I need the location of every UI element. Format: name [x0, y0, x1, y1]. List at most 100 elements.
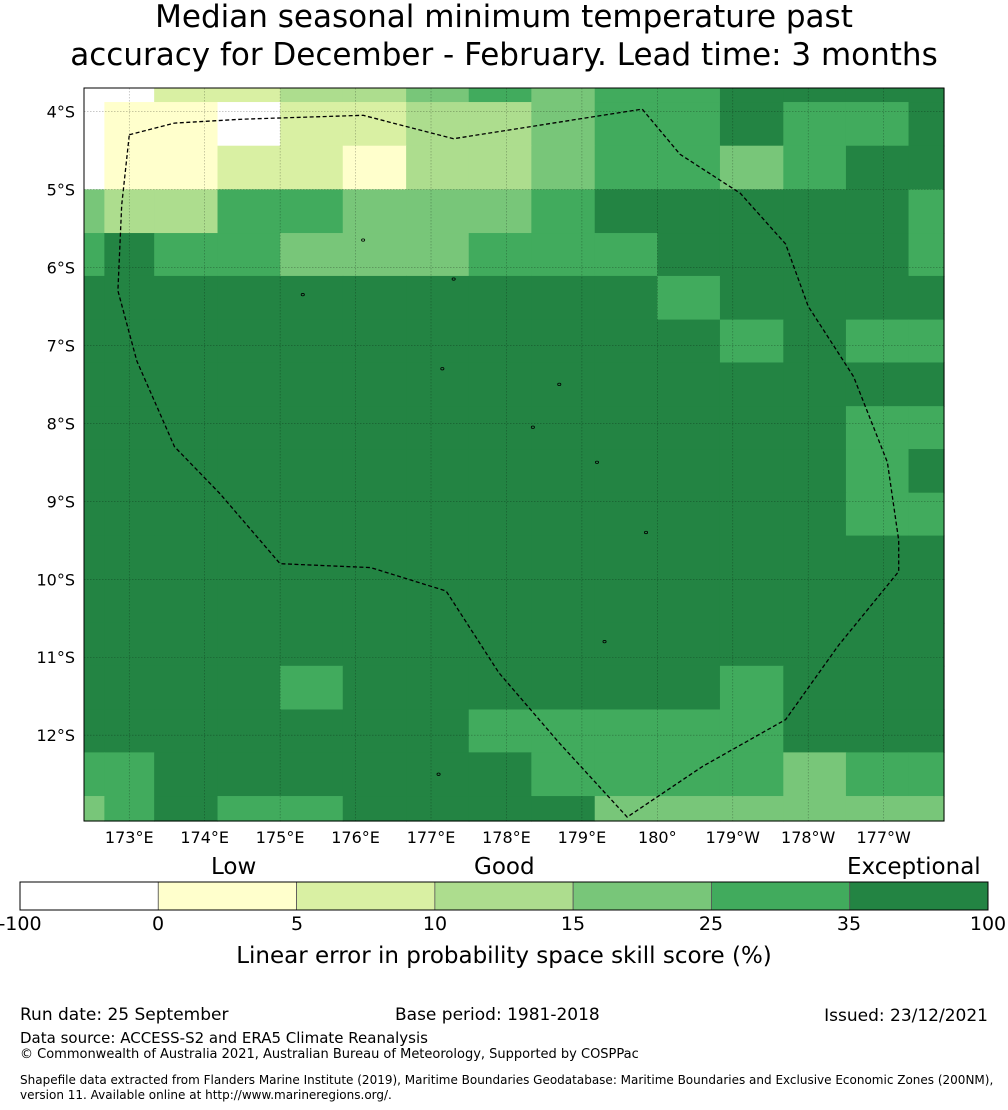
grid-cell: [719, 406, 784, 450]
island: [361, 238, 366, 242]
grid-cell: [84, 622, 105, 667]
island: [594, 460, 599, 464]
island: [451, 277, 456, 281]
grid-cell: [783, 88, 847, 103]
grid-cell: [104, 709, 155, 753]
grid-cell: [104, 449, 155, 494]
grid-cell: [908, 319, 945, 364]
grid-cell: [154, 88, 219, 103]
colorbar-segment: [157, 881, 297, 911]
grid-cell: [594, 362, 658, 407]
grid-cell: [154, 275, 219, 321]
grid-cell: [217, 449, 281, 494]
grid-cell: [280, 579, 344, 624]
island: [530, 425, 535, 429]
grid-cell: [783, 275, 847, 321]
grid-cell: [406, 406, 470, 450]
grid-cell: [280, 189, 344, 234]
grid-cell: [845, 145, 910, 190]
grid-cell: [719, 449, 784, 494]
grid-cell: [845, 709, 910, 753]
grid-cell: [845, 275, 910, 321]
colorbar-segment: [296, 881, 436, 911]
latitude-labels: 4°S 5°S 6°S 7°S 8°S 9°S 10°S 11°S 12°S: [36, 102, 75, 745]
skill-map: 4°S 5°S 6°S 7°S 8°S 9°S 10°S 11°S 12°S 173°E 174°…: [19, 87, 989, 911]
grid-cell: [280, 449, 344, 494]
island: [436, 772, 441, 776]
grid-cell: [719, 535, 784, 580]
grid-cell: [657, 88, 721, 103]
grid-cell: [783, 362, 847, 407]
grid-cell: [84, 189, 105, 234]
grid-cell: [657, 535, 721, 580]
grid-cell: [594, 189, 658, 234]
grid-cell: [154, 796, 219, 822]
grid-cell: [342, 406, 407, 450]
grid-cell: [719, 233, 784, 277]
latitude-label: 8°S: [47, 414, 75, 433]
grid-cell: [845, 233, 910, 277]
grid-cell: [657, 449, 721, 494]
colorbar-title: Linear error in probability space skill …: [236, 943, 772, 969]
grid-cell: [657, 145, 721, 190]
grid-cell: [531, 622, 596, 667]
grid-cell: [84, 492, 105, 537]
longitude-label: 179°E: [558, 828, 607, 847]
colorbar-segment: [849, 881, 989, 911]
colorbar-tick: 10: [422, 913, 448, 935]
grid-cell: [908, 449, 945, 494]
grid-cell: [908, 145, 945, 190]
longitude-label: 178°W: [781, 828, 836, 847]
grid-cell: [719, 88, 784, 103]
grid-cell: [594, 88, 658, 103]
grid-cell: [217, 145, 281, 190]
grid-cell: [719, 145, 784, 190]
grid-cell: [783, 665, 847, 711]
grid-cell: [217, 492, 281, 537]
grid-cell: [154, 665, 219, 711]
grid-cell: [594, 665, 658, 711]
grid-cell: [845, 362, 910, 407]
longitude-label: 180°: [638, 828, 677, 847]
latitude-label: 12°S: [36, 726, 75, 745]
grid-cell: [531, 492, 596, 537]
grid-cell: [783, 145, 847, 190]
grid-cell: [217, 406, 281, 450]
colorbar-good-label: Good: [474, 854, 535, 880]
latitude-label: 11°S: [36, 648, 75, 667]
grid-cell: [217, 796, 281, 822]
islands: [300, 238, 649, 776]
grid-cell: [104, 752, 155, 797]
grid-cell: [104, 319, 155, 364]
island: [602, 640, 607, 644]
grid-cell: [908, 622, 945, 667]
grid-cell: [280, 709, 344, 753]
grid-cell: [468, 406, 532, 450]
colorbar-tick: 0: [151, 913, 165, 935]
grid-cell: [594, 102, 658, 147]
longitude-label: 178°E: [482, 828, 531, 847]
grid-cell: [783, 492, 847, 537]
grid-cell: [845, 319, 910, 364]
grid-cell: [154, 319, 219, 364]
grid-cell: [280, 362, 344, 407]
grid-cell: [406, 579, 470, 624]
grid-cell: [657, 579, 721, 624]
grid-cell: [84, 796, 105, 822]
grid-cell: [783, 796, 847, 822]
latitude-label: 9°S: [47, 492, 75, 511]
colorbar-segment: [572, 881, 712, 911]
grid-cell: [719, 579, 784, 624]
grid-cell: [154, 145, 219, 190]
grid-cell: [154, 492, 219, 537]
grid-cell: [342, 362, 407, 407]
grid-cell: [594, 709, 658, 753]
grid-cell: [217, 665, 281, 711]
latitude-label: 10°S: [36, 570, 75, 589]
grid-cell: [531, 752, 596, 797]
grid-cell: [908, 796, 945, 822]
grid-cell: [468, 449, 532, 494]
grid-cell: [406, 665, 470, 711]
grid-cell: [406, 189, 470, 234]
grid-cell: [531, 145, 596, 190]
